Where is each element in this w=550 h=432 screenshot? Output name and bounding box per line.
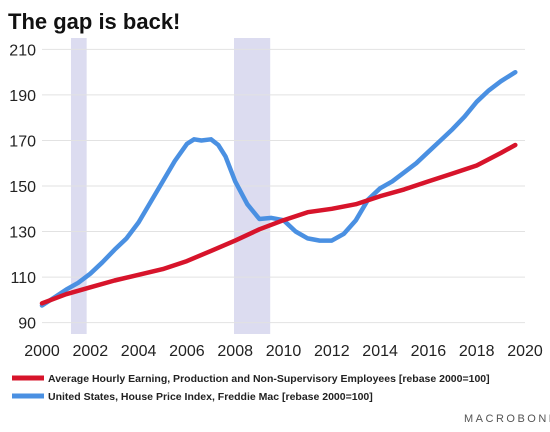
y-tick-210: 210 bbox=[9, 42, 36, 59]
x-tick-2016: 2016 bbox=[411, 343, 447, 360]
y-tick-130: 130 bbox=[9, 225, 36, 242]
legend-label-earnings: Average Hourly Earning, Production and N… bbox=[48, 373, 490, 385]
x-tick-2020: 2020 bbox=[507, 343, 543, 360]
y-tick-190: 190 bbox=[9, 88, 36, 105]
x-tick-2004: 2004 bbox=[121, 343, 157, 360]
series-line-1 bbox=[39, 69, 518, 308]
x-tick-2008: 2008 bbox=[217, 343, 253, 360]
x-axis-labels: 2000 2002 2004 2006 2008 2010 2012 2014 2016 2018… bbox=[24, 343, 543, 360]
legend: Average Hourly Earning, Production and N… bbox=[12, 373, 490, 403]
y-tick-170: 170 bbox=[9, 133, 36, 150]
legend-label-house-price: United States, House Price Index, Freddi… bbox=[48, 391, 373, 403]
x-tick-2000: 2000 bbox=[24, 343, 60, 360]
series-line-0 bbox=[39, 142, 518, 306]
series-lines bbox=[39, 69, 518, 308]
y-tick-90: 90 bbox=[18, 316, 36, 333]
y-axis-labels: 90 110 130 150 170 190 210 bbox=[9, 42, 36, 332]
chart-title: The gap is back! bbox=[8, 9, 180, 34]
x-tick-2002: 2002 bbox=[73, 343, 109, 360]
x-tick-2018: 2018 bbox=[459, 343, 495, 360]
logo-text: MACROBOND bbox=[464, 413, 550, 425]
y-tick-150: 150 bbox=[9, 179, 36, 196]
x-tick-2012: 2012 bbox=[314, 343, 350, 360]
y-tick-110: 110 bbox=[10, 270, 36, 287]
gridlines bbox=[42, 48, 525, 324]
x-tick-2010: 2010 bbox=[266, 343, 302, 360]
x-tick-2014: 2014 bbox=[362, 343, 398, 360]
macrobond-logo: MACROBOND bbox=[464, 413, 550, 425]
x-tick-2006: 2006 bbox=[169, 343, 205, 360]
